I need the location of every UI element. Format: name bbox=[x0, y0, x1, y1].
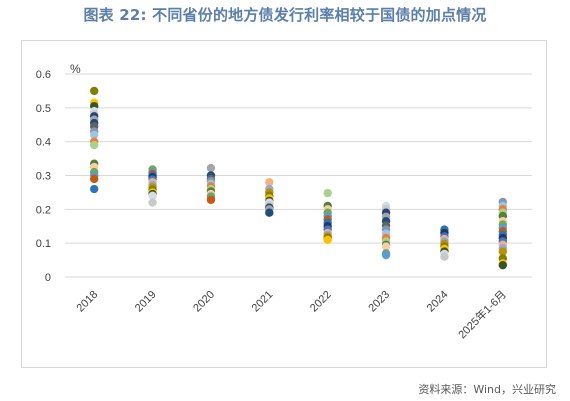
data-point bbox=[381, 242, 391, 251]
data-point bbox=[323, 235, 332, 244]
data-point bbox=[323, 188, 332, 198]
data-point bbox=[89, 140, 99, 150]
y-tick-label: 0.1 bbox=[36, 238, 51, 250]
data-point bbox=[89, 130, 99, 140]
data-point bbox=[206, 163, 216, 173]
x-tick-label: 2020 bbox=[191, 289, 217, 315]
data-point bbox=[148, 198, 157, 207]
x-tick-label: 2023 bbox=[366, 289, 392, 315]
x-tick-label: 2018 bbox=[75, 289, 101, 315]
x-tick-label: 2019 bbox=[133, 289, 159, 315]
data-point bbox=[498, 260, 508, 270]
data-point bbox=[498, 247, 508, 256]
y-tick-label: 0.5 bbox=[36, 103, 51, 115]
data-point bbox=[265, 208, 274, 217]
chart-title: 图表 22: 不同省份的地方债发行利率相较于国债的加点情况 bbox=[83, 6, 487, 24]
data-point bbox=[206, 195, 216, 205]
x-tick-labels: 2018 2019 2020 2021 2022 2023 2024 2025年1-6月 bbox=[75, 287, 509, 341]
data-point bbox=[148, 191, 157, 200]
x-tick-label: 2025年1-6月 bbox=[455, 287, 509, 341]
y-tick-label: 0.2 bbox=[36, 204, 51, 216]
x-tick-label: 2022 bbox=[308, 289, 334, 315]
y-tick-label: 0 bbox=[45, 272, 51, 284]
chart-frame: 0 0.1 0.2 0.3 0.4 0.5 0.6 2018 2019 2020 2021 2022… bbox=[21, 40, 547, 368]
data-point bbox=[89, 184, 99, 194]
gridlines bbox=[65, 73, 532, 278]
data-point bbox=[440, 252, 449, 261]
y-axis-unit-label: % bbox=[70, 62, 81, 76]
data-point bbox=[89, 174, 99, 184]
source-note: 资料来源：Wind，兴业研究 bbox=[418, 383, 556, 396]
y-tick-labels: 0 0.1 0.2 0.3 0.4 0.5 0.6 bbox=[36, 69, 51, 284]
x-tick-label: 2021 bbox=[250, 289, 276, 315]
data-points bbox=[89, 86, 508, 270]
data-point bbox=[265, 178, 274, 187]
x-tick-label: 2024 bbox=[425, 289, 451, 315]
data-point bbox=[381, 250, 391, 260]
scatter-chart: 0 0.1 0.2 0.3 0.4 0.5 0.6 2018 2019 2020 2021 2022… bbox=[36, 62, 532, 341]
y-tick-label: 0.4 bbox=[36, 137, 51, 149]
data-point bbox=[89, 86, 99, 96]
y-tick-label: 0.3 bbox=[36, 171, 51, 183]
y-tick-label: 0.6 bbox=[36, 69, 51, 81]
